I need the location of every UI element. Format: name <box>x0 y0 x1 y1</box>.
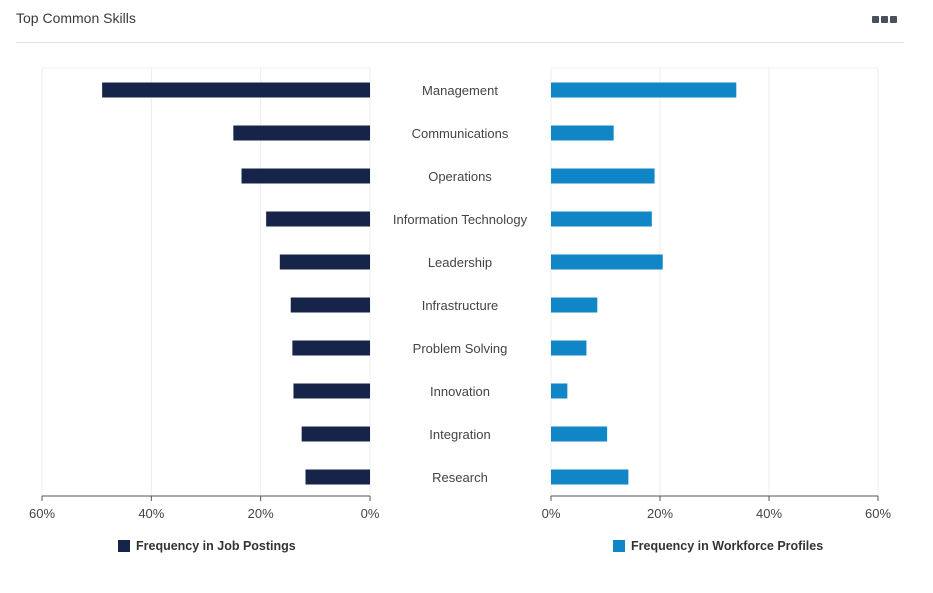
tick-label-right: 20% <box>647 506 673 521</box>
bar-job-postings <box>301 426 370 442</box>
category-label: Leadership <box>428 255 492 270</box>
more-horizontal-icon[interactable] <box>872 16 898 24</box>
bar-job-postings <box>266 211 370 227</box>
category-label: Research <box>432 470 488 485</box>
legend-job-postings[interactable]: Frequency in Job Postings <box>118 539 296 553</box>
tick-label-left: 60% <box>29 506 55 521</box>
category-label: Innovation <box>430 384 490 399</box>
legend-swatch-job-postings <box>118 540 130 552</box>
bar-workforce-profiles <box>551 383 568 399</box>
bar-job-postings <box>102 82 370 98</box>
tick-label-left: 0% <box>361 506 380 521</box>
tick-label-left: 40% <box>138 506 164 521</box>
bar-workforce-profiles <box>551 82 737 98</box>
category-label: Integration <box>429 427 490 442</box>
category-label: Infrastructure <box>422 298 499 313</box>
bar-workforce-profiles <box>551 254 663 270</box>
bar-workforce-profiles <box>551 426 608 442</box>
bar-workforce-profiles <box>551 340 587 356</box>
card-header: Top Common Skills <box>16 0 904 43</box>
tick-label-right: 40% <box>756 506 782 521</box>
tick-label-left: 20% <box>248 506 274 521</box>
card-title: Top Common Skills <box>16 10 136 26</box>
category-label: Problem Solving <box>413 341 508 356</box>
tick-label-right: 60% <box>865 506 891 521</box>
bar-workforce-profiles <box>551 469 629 485</box>
legend-workforce-profiles[interactable]: Frequency in Workforce Profiles <box>613 539 823 553</box>
bar-workforce-profiles <box>551 168 655 184</box>
bar-workforce-profiles <box>551 297 598 313</box>
bar-job-postings <box>233 125 370 141</box>
bar-job-postings <box>305 469 370 485</box>
category-label: Communications <box>412 126 509 141</box>
legend-label-job-postings: Frequency in Job Postings <box>136 539 296 553</box>
legend-label-workforce-profiles: Frequency in Workforce Profiles <box>631 539 824 553</box>
category-label: Information Technology <box>393 212 528 227</box>
bar-job-postings <box>292 340 370 356</box>
bar-workforce-profiles <box>551 211 652 227</box>
tick-label-right: 0% <box>542 506 561 521</box>
bar-job-postings <box>279 254 370 270</box>
category-label: Operations <box>428 169 492 184</box>
legend-swatch-workforce-profiles <box>613 540 625 552</box>
bar-job-postings <box>293 383 370 399</box>
category-label: Management <box>422 83 498 98</box>
bar-job-postings <box>290 297 370 313</box>
bar-workforce-profiles <box>551 125 614 141</box>
bar-job-postings <box>241 168 370 184</box>
